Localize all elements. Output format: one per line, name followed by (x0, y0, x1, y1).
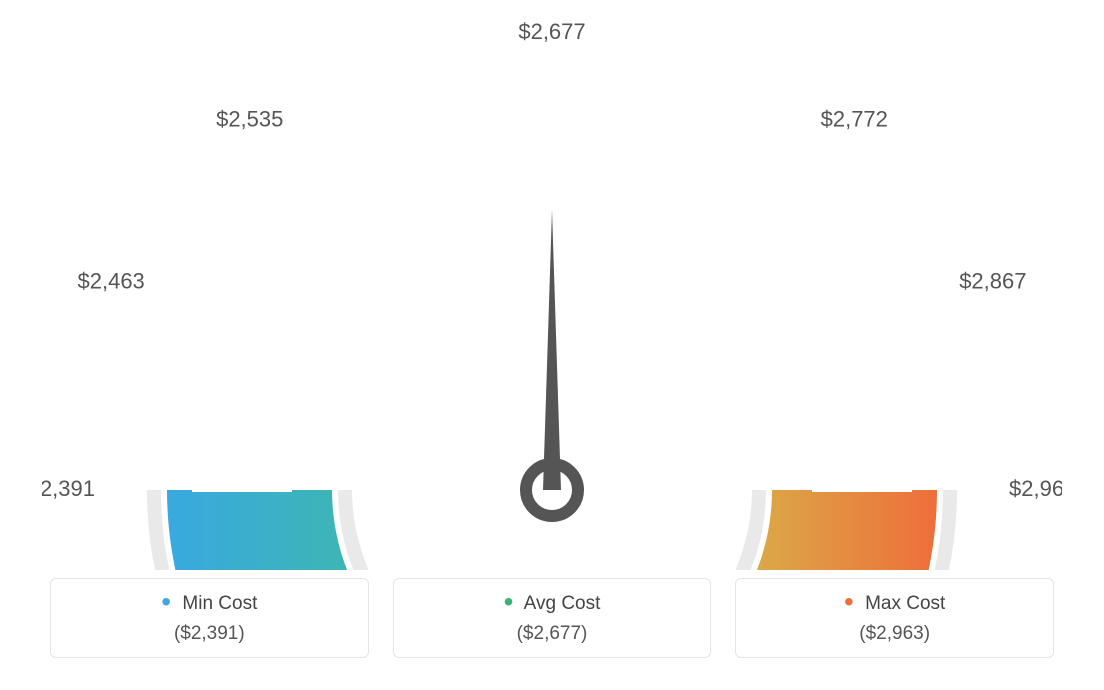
legend-label-avg: Avg Cost (524, 593, 601, 614)
legend-label-max: Max Cost (865, 593, 945, 614)
legend-card-avg: • Avg Cost ($2,677) (393, 578, 712, 658)
gauge-svg: $2,391 $2,463 $2,535 $2,677 $2,772 $2,867 $2,9… (42, 10, 1062, 570)
gauge-tick-major (231, 327, 320, 372)
gauge-tick-major (705, 199, 764, 280)
gauge-tick-label: $2,463 (78, 269, 145, 294)
legend-value-max: ($2,963) (736, 623, 1053, 645)
gauge-tick-major (340, 199, 399, 280)
legend-label-row-min: • Min Cost (51, 593, 368, 615)
gauge-tick-label: $2,772 (821, 106, 888, 131)
cost-gauge-widget: $2,391 $2,463 $2,535 $2,677 $2,772 $2,867 $2,9… (0, 0, 1104, 690)
gauge-tick-minor (441, 148, 463, 215)
gauge-tick-minor (202, 406, 270, 422)
gauge-needle (543, 210, 561, 490)
gauge-rim-inner (338, 490, 766, 570)
gauge-tick-major (784, 327, 873, 372)
gauge-tick-label: $2,963 (1009, 476, 1062, 501)
gauge-tick-minor (642, 148, 664, 215)
legend-label-min: Min Cost (182, 593, 257, 614)
gauge-tick-minor (278, 256, 331, 301)
legend-card-min: • Min Cost ($2,391) (50, 578, 369, 658)
legend-label-row-avg: • Avg Cost (394, 593, 711, 615)
gauge-tick-minor (834, 406, 902, 422)
legend-label-row-max: • Max Cost (736, 593, 1053, 615)
gauge-tick-label: $2,867 (959, 269, 1026, 294)
legend-value-min: ($2,391) (51, 623, 368, 645)
legend-card-max: • Max Cost ($2,963) (735, 578, 1054, 658)
legend-value-avg: ($2,677) (394, 623, 711, 645)
gauge-tick-label: $2,677 (518, 19, 585, 44)
gauge-area: $2,391 $2,463 $2,535 $2,677 $2,772 $2,867 $2,9… (0, 10, 1104, 570)
legend-row: • Min Cost ($2,391) • Avg Cost ($2,677) … (50, 578, 1054, 658)
gauge-tick-label: $2,391 (42, 476, 95, 501)
gauge-tick-minor (773, 256, 826, 301)
gauge-tick-label: $2,535 (216, 106, 283, 131)
gauge-color-arc (167, 490, 937, 570)
